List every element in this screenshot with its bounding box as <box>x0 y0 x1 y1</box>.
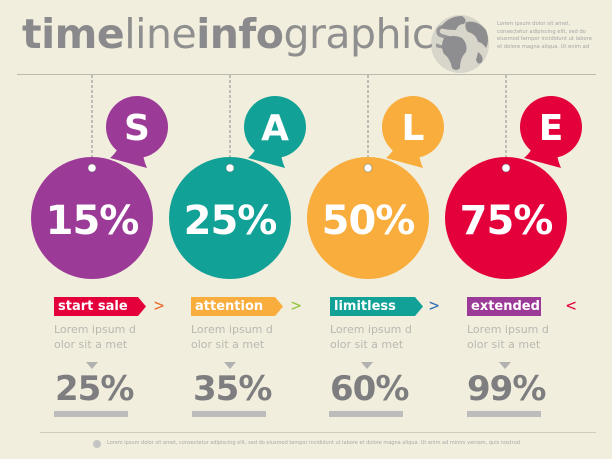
step-description: Lorem ipsum d olor sit a met <box>54 323 136 351</box>
bubble-connector <box>248 135 285 168</box>
page-title: timelineinfographics <box>22 10 455 58</box>
stat-underline <box>467 411 541 417</box>
sale-bubble-e: E 75% <box>445 75 582 279</box>
tag-start-sale: start sale <box>54 297 146 316</box>
step-description: Lorem ipsum d olor sit a met <box>191 323 273 351</box>
stat-underline <box>192 411 266 417</box>
title-part-graphics: graphics <box>283 10 455 58</box>
step-description: Lorem ipsum d olor sit a met <box>330 323 412 351</box>
bubble-connector <box>110 135 147 168</box>
step-stat: 99% <box>467 369 546 409</box>
chevron-right-icon: > <box>429 296 440 316</box>
sale-bubble-s: S 15% <box>31 75 168 279</box>
chevron-left-icon: < <box>566 296 577 316</box>
title-part-info: info <box>196 10 284 58</box>
large-bubble <box>307 157 429 279</box>
title-part-line: line <box>124 10 197 58</box>
bubble-letter: E <box>539 108 564 149</box>
bubble-connector <box>386 135 423 168</box>
bubble-percent: 15% <box>46 198 139 244</box>
triangle-down-icon <box>86 362 98 369</box>
bubble-connector <box>524 135 561 168</box>
bubble-letter: S <box>124 108 150 149</box>
hanger-hole <box>87 163 97 173</box>
hanger-hole <box>363 163 373 173</box>
stat-underline <box>329 411 403 417</box>
triangle-down-icon <box>361 362 373 369</box>
bubble-percent: 25% <box>184 198 277 244</box>
globe-icon <box>431 15 489 73</box>
sale-bubble-a: A 25% <box>169 75 306 279</box>
step-description: Lorem ipsum d olor sit a met <box>467 323 549 351</box>
hanger-hole <box>501 163 511 173</box>
step-stat: 60% <box>330 369 409 409</box>
sale-bubble-l: L 50% <box>307 75 444 279</box>
bubble-percent: 75% <box>460 198 553 244</box>
triangle-down-icon <box>499 362 511 369</box>
bubble-letter: L <box>402 108 425 149</box>
bubble-percent: 50% <box>322 198 415 244</box>
tag-attention: attention <box>191 297 283 316</box>
stat-underline <box>54 411 128 417</box>
chevron-right-icon: > <box>154 296 165 316</box>
tag-extended: extended <box>467 297 541 316</box>
triangle-down-icon <box>224 362 236 369</box>
chevron-right-icon: > <box>291 296 302 316</box>
step-stat: 25% <box>55 369 134 409</box>
large-bubble <box>31 157 153 279</box>
header-blurb: Lorem ipsum dolor sit amet, consectetur … <box>497 21 592 50</box>
footer-text: Lorem ipsum dolor sit amet, consectetur … <box>107 440 520 446</box>
large-bubble <box>169 157 291 279</box>
bubble-letter: A <box>261 108 289 149</box>
footer-bullet-icon <box>93 440 101 448</box>
large-bubble <box>445 157 567 279</box>
title-part-time: time <box>22 10 125 58</box>
hanger-hole <box>225 163 235 173</box>
step-stat: 35% <box>193 369 272 409</box>
tag-limitless: limitless <box>330 297 423 316</box>
